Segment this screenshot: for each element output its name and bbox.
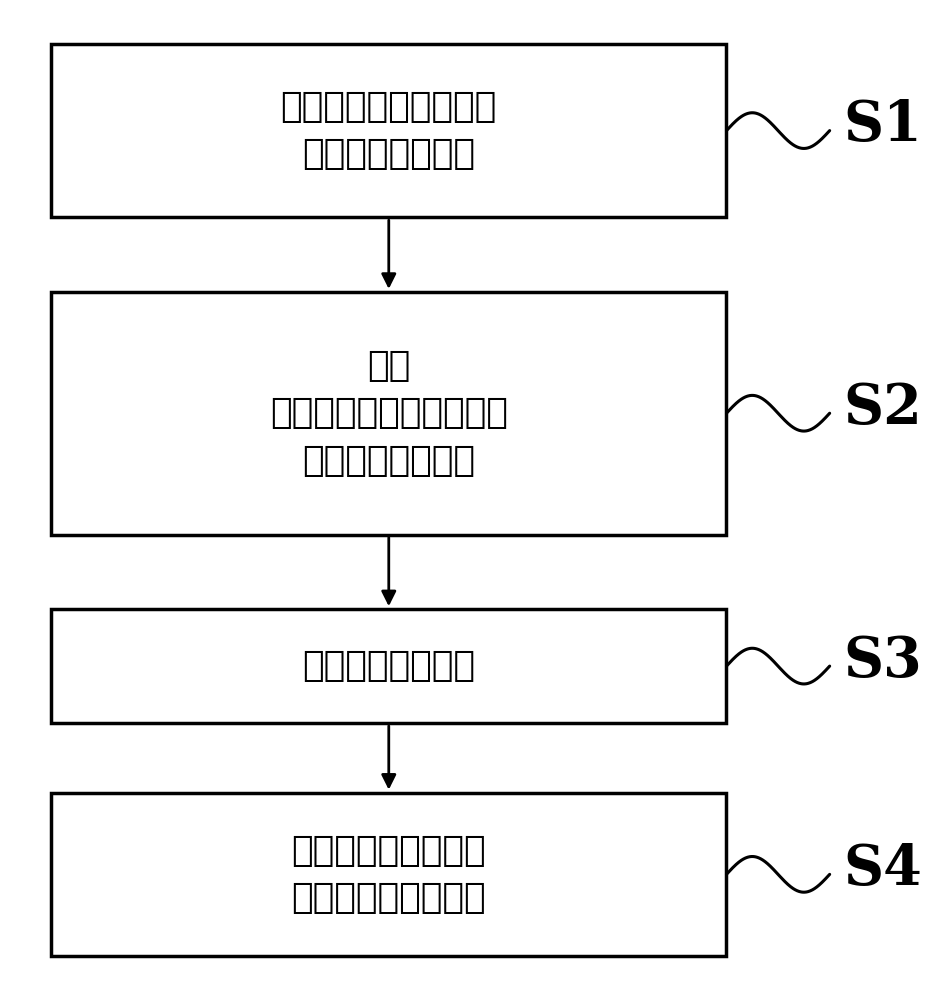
Text: S3: S3 [844,634,922,689]
Text: 淋洗滤饼，干燥得到
枸橼酸布他米酯晶体: 淋洗滤饼，干燥得到 枸橼酸布他米酯晶体 [291,834,486,915]
Text: S2: S2 [844,381,922,436]
Bar [51,609,726,723]
Text: 将枸橼酸布他米酯粗品
溶解于醇类溶剂中: 将枸橼酸布他米酯粗品 溶解于醇类溶剂中 [281,90,497,171]
Text: 加入
醇类溶剂和醚类溶剂的混
合溶液，降温析晶: 加入 醇类溶剂和醚类溶剂的混 合溶液，降温析晶 [270,349,508,478]
Bar [51,292,726,535]
Bar [51,793,726,956]
Bar [51,44,726,217]
Text: S4: S4 [844,842,922,897]
Text: S1: S1 [844,98,922,153]
Text: 离心过滤得到滤饼: 离心过滤得到滤饼 [302,649,475,683]
